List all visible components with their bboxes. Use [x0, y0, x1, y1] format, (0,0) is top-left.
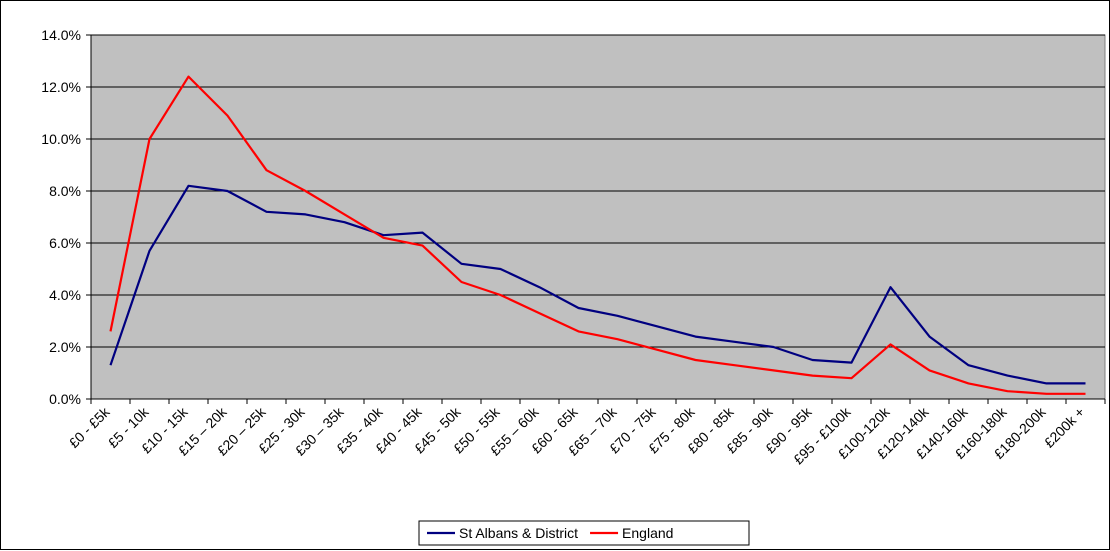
y-tick-label: 10.0% — [41, 131, 81, 147]
y-tick-label: 2.0% — [49, 339, 81, 355]
plot-area — [90, 34, 1106, 400]
y-tick-label: 12.0% — [41, 79, 81, 95]
series-line-1 — [109, 75, 1086, 395]
y-tick-label: 14.0% — [41, 27, 81, 43]
legend: St Albans & District England — [418, 520, 750, 546]
y-tick-label: 0.0% — [49, 391, 81, 407]
y-tick-label: 8.0% — [49, 183, 81, 199]
series-line-0 — [109, 184, 1086, 385]
y-tick-label: 4.0% — [49, 287, 81, 303]
legend-label-0: St Albans & District — [459, 525, 578, 541]
x-tick-label: £200k + — [1041, 404, 1088, 451]
legend-label-1: England — [622, 525, 673, 541]
legend-box — [418, 520, 750, 546]
x-tick-label: £0 - £5k — [66, 403, 114, 451]
y-tick-label: 6.0% — [49, 235, 81, 251]
